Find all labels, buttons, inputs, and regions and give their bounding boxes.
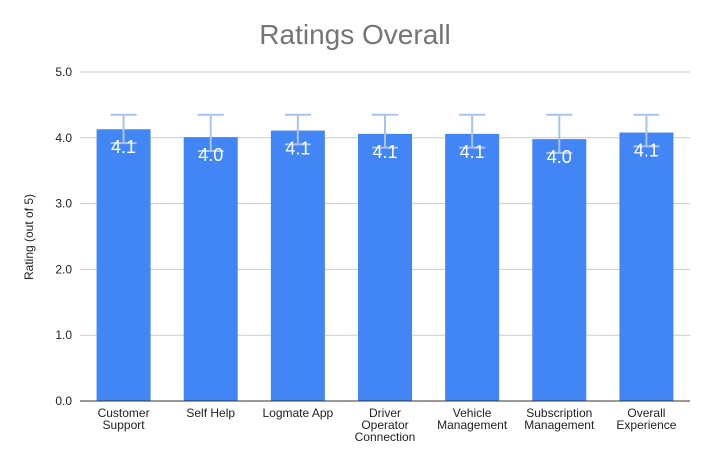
error-bar [459,113,486,149]
error-bar [372,113,398,149]
bar [96,129,151,401]
data-label: 4.1 [372,142,397,162]
bar [619,132,674,401]
x-axis-categories: Customer Support Self Help Logmate App Drive… [98,406,677,444]
x-category-label-line: Overall [627,406,665,420]
chart-title: Ratings Overall [259,19,450,50]
bars [96,129,674,402]
bar [358,133,412,402]
error-bar [197,113,224,152]
x-category-label: Logmate App [262,406,333,420]
x-category-label-line: Support [103,418,146,432]
error-bar [110,113,137,145]
x-category-label: Subscription Management [524,406,595,432]
x-category-label-line: Connection [355,430,416,444]
y-axis-label: Rating (out of 5) [22,194,36,280]
y-tick-label: 2.0 [55,262,72,276]
error-bar [633,113,660,148]
error-bar [284,113,311,146]
data-label: 4.1 [634,141,659,161]
bar [270,130,325,401]
data-labels: 4.1 4.0 4.1 4.1 4.1 4.0 4.1 [111,137,659,167]
x-category-label-line: Operator [361,418,408,432]
data-label: 4.1 [111,137,136,157]
x-category-label: Driver Operator Connection [355,406,416,444]
bar [445,133,500,402]
x-category-label-line: Experience [616,418,676,432]
y-tick-label: 0.0 [55,394,72,408]
x-category-label-line: Customer [98,406,150,420]
x-category-label-line: Vehicle [453,406,492,420]
x-category-label-line: Subscription [526,406,592,420]
x-category-label: Overall Experience [616,406,676,432]
data-label: 4.0 [547,147,572,167]
error-bar [546,113,573,154]
data-label: 4.1 [460,142,485,162]
y-tick-label: 3.0 [55,197,72,211]
y-tick-label: 1.0 [55,328,72,342]
x-category-label: Vehicle Management [437,406,508,432]
x-category-label-line: Self Help [186,406,235,420]
data-label: 4.0 [198,145,223,165]
x-category-label-line: Management [437,418,508,432]
x-category-label: Self Help [186,406,235,420]
y-tick-label: 5.0 [55,65,72,79]
x-category-label-line: Logmate App [262,406,333,420]
x-category-label-line: Management [524,418,595,432]
bar [532,139,587,401]
data-label: 4.1 [285,139,310,159]
x-category-label-line: Driver [369,406,401,420]
error-bars [110,113,660,154]
x-category-label: Customer Support [98,406,150,432]
bar [183,137,238,401]
y-tick-label: 4.0 [55,131,72,145]
y-axis-ticks: 0.0 1.0 2.0 3.0 4.0 5.0 [55,65,72,408]
